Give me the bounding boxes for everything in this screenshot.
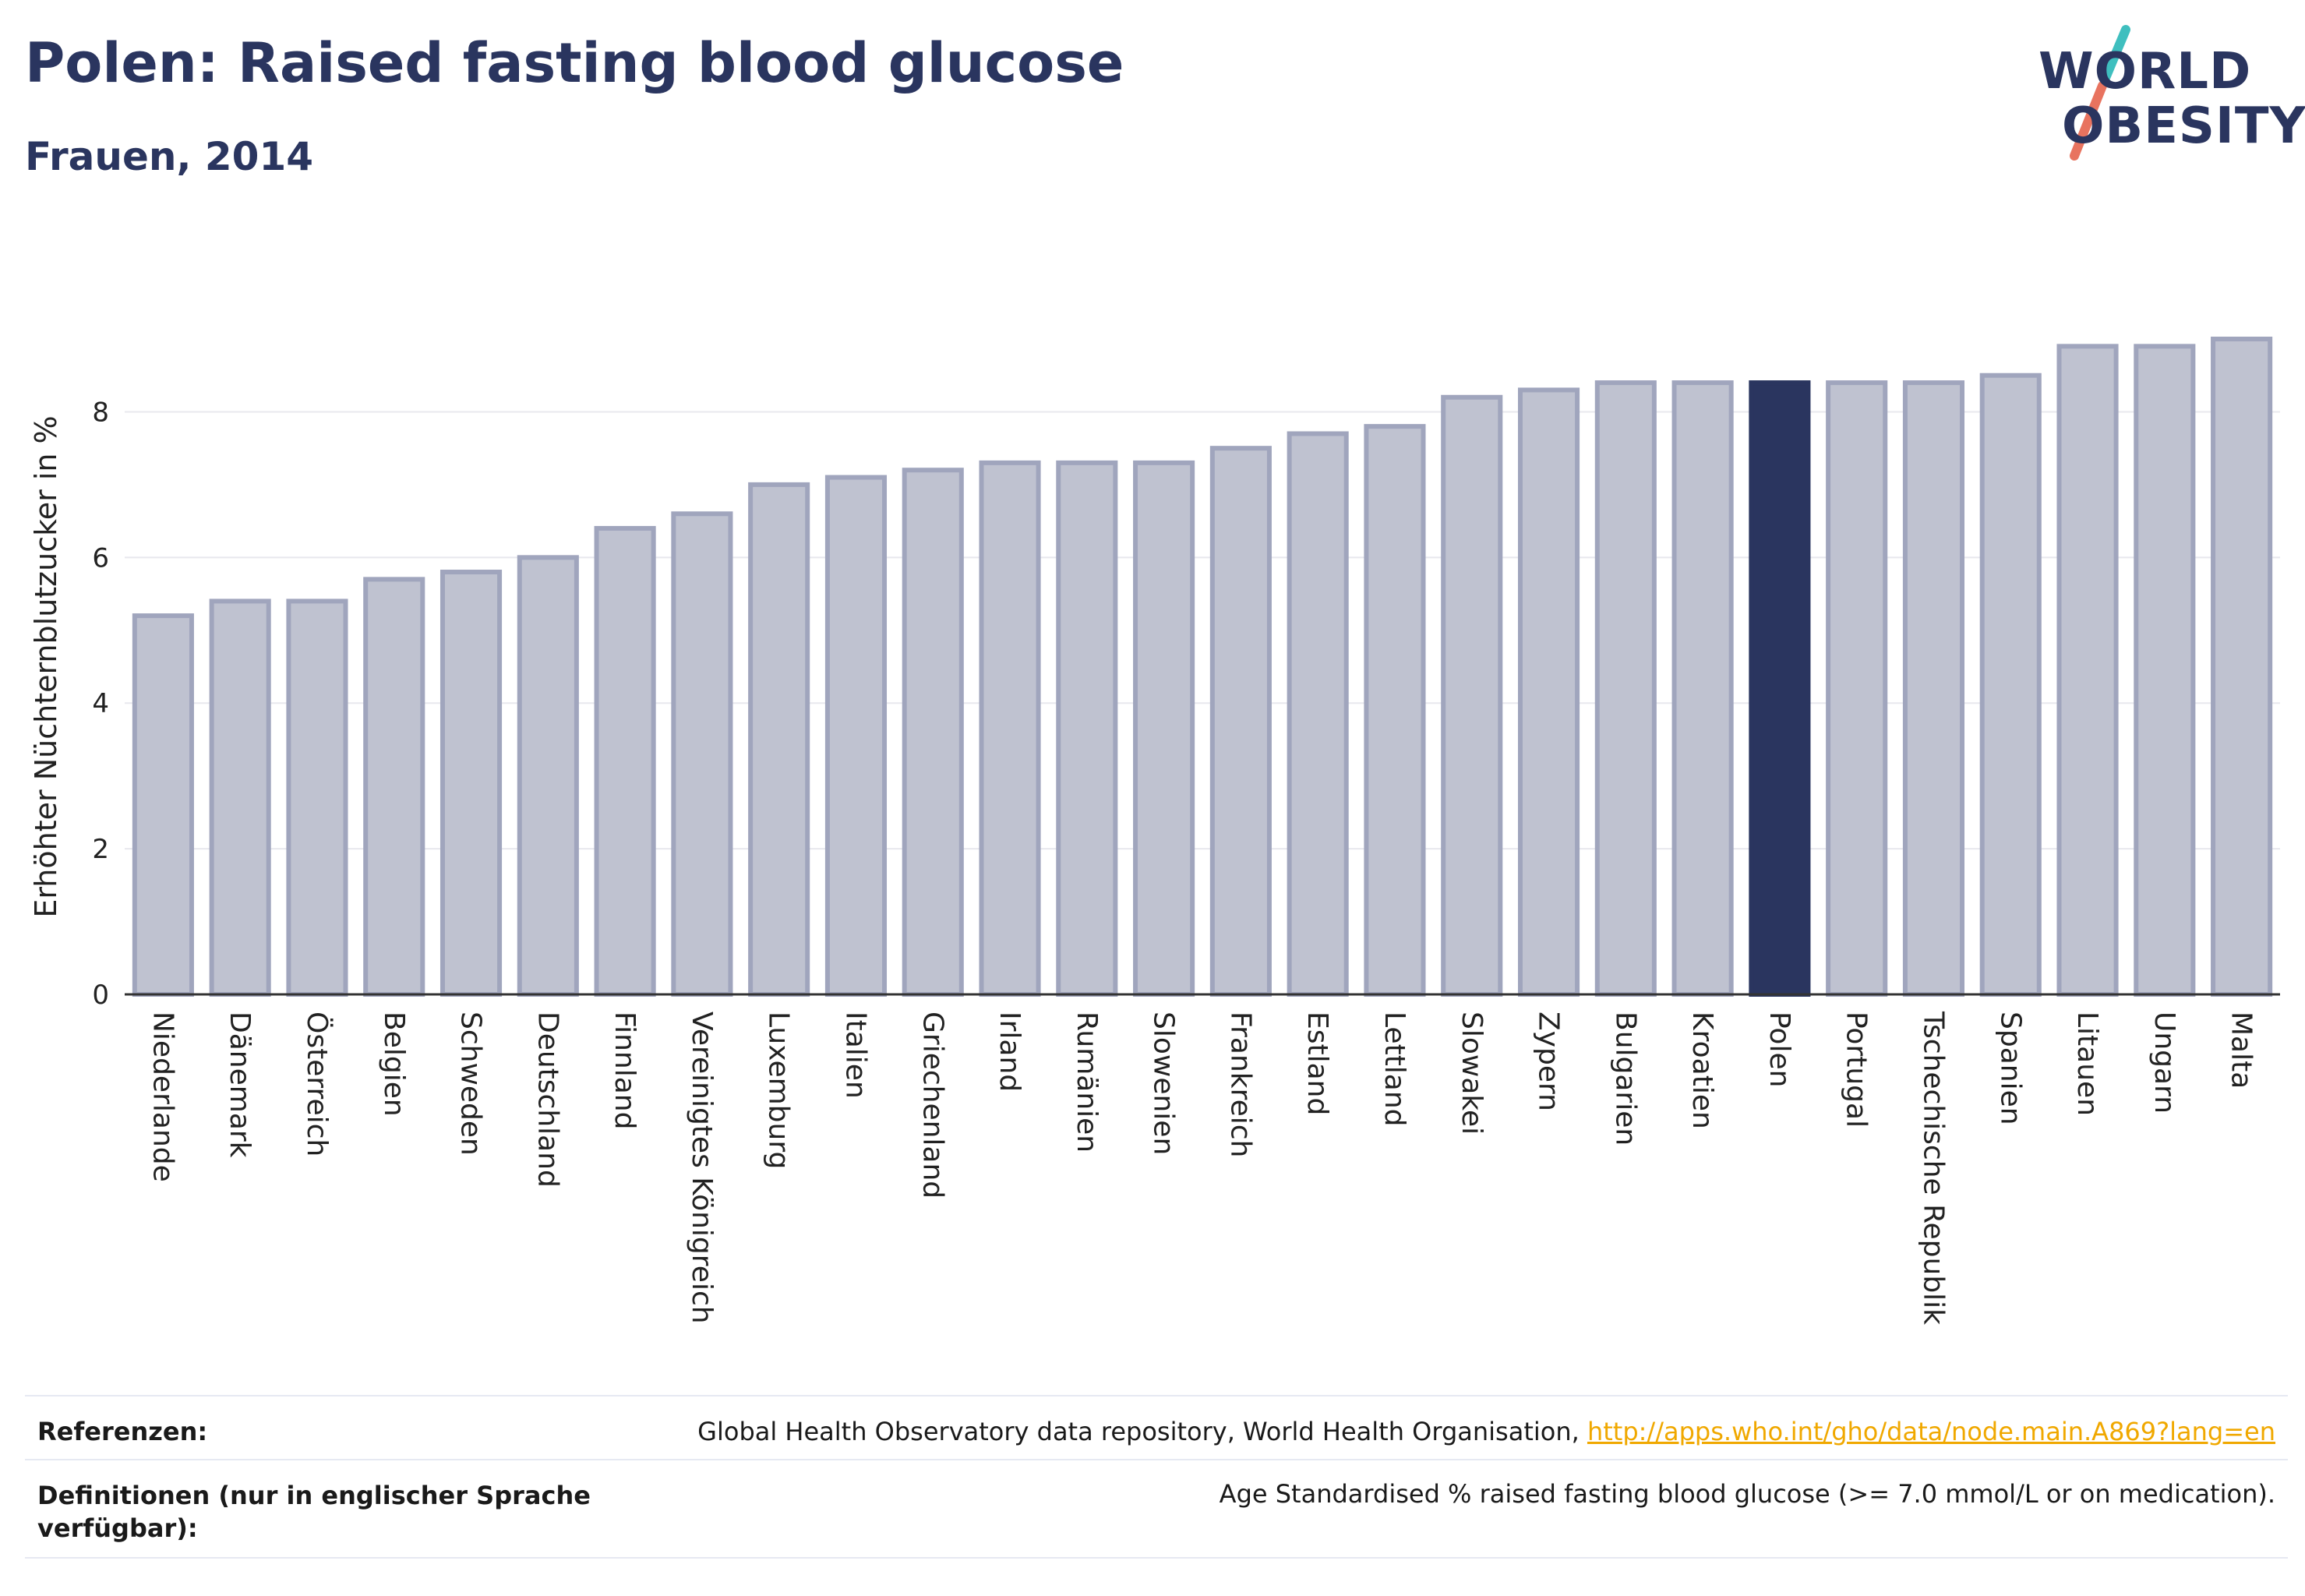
- x-tick-label: Spanien: [1994, 1012, 2026, 1125]
- y-tick-label: 8: [92, 397, 109, 428]
- x-tick-label: Deutschland: [531, 1012, 563, 1188]
- bar: [517, 555, 579, 998]
- x-tick-label: Zypern: [1533, 1012, 1565, 1111]
- references-value: Global Health Observatory data repositor…: [697, 1417, 2275, 1446]
- x-tick-label: Slowakei: [1456, 1012, 1488, 1135]
- x-tick-label: Vereinigtes Königreich: [686, 1012, 718, 1324]
- x-tick-label: Österreich: [301, 1012, 334, 1156]
- logo-slash-icon: [2070, 25, 2130, 161]
- x-tick-label: Ungarn: [2148, 1012, 2180, 1114]
- page-title: Polen: Raised fasting blood glucose: [25, 31, 1124, 95]
- x-tick-label: Italien: [839, 1012, 871, 1099]
- bar: [1902, 380, 1965, 998]
- x-tick-label: Finnland: [609, 1012, 641, 1129]
- bar: [2211, 337, 2273, 997]
- logo-word-world: WORLD: [2038, 43, 2252, 101]
- x-tick-label: Niederlande: [146, 1012, 178, 1182]
- x-tick-label: Slowenien: [1148, 1012, 1180, 1155]
- bar: [209, 598, 271, 998]
- bar: [286, 598, 348, 998]
- x-tick-label: Kroatien: [1686, 1012, 1718, 1129]
- y-axis-label: Erhöhter Nüchternblutzucker in %: [29, 415, 63, 917]
- x-tick-label: Rumänien: [1071, 1012, 1103, 1153]
- y-tick-label: 2: [92, 834, 109, 865]
- bar: [439, 570, 503, 997]
- bar: [1979, 373, 2042, 997]
- bar: [1133, 460, 1195, 998]
- x-tick-label: Polen: [1763, 1012, 1795, 1087]
- references-row: Referenzen: Global Health Observatory da…: [25, 1395, 2288, 1460]
- x-tick-label: Frankreich: [1224, 1012, 1256, 1157]
- bar: [1826, 380, 1888, 998]
- bar: [1287, 431, 1349, 997]
- bar: [594, 525, 656, 997]
- x-tick-label: Belgien: [378, 1012, 410, 1117]
- definitions-label: Definitionen (nur in englischer Sprache …: [37, 1479, 591, 1545]
- x-tick-label: Tschechische Republik: [1917, 1011, 1949, 1325]
- x-tick-label: Schweden: [455, 1012, 487, 1156]
- y-tick-label: 4: [92, 688, 109, 719]
- bar: [2056, 344, 2119, 998]
- bar: [1441, 394, 1503, 997]
- bar: [1209, 446, 1272, 997]
- bar: [824, 475, 888, 997]
- world-obesity-logo: WORLD OBESITY: [2034, 23, 2305, 164]
- bar: [1671, 380, 1734, 998]
- bar: [363, 577, 425, 997]
- x-tick-label: Estland: [1301, 1012, 1333, 1115]
- x-tick-label: Dänemark: [224, 1012, 256, 1158]
- definitions-label-line1: Definitionen (nur in englischer Sprache: [37, 1481, 591, 1510]
- y-tick-label: 6: [92, 542, 109, 574]
- references-link[interactable]: http://apps.who.int/gho/data/node.main.A…: [1587, 1417, 2275, 1446]
- bar: [902, 468, 964, 997]
- bar: [132, 613, 194, 997]
- bar: [1594, 380, 1657, 998]
- y-tick-label: 0: [92, 980, 109, 1011]
- x-tick-label: Irland: [994, 1012, 1025, 1092]
- x-tick-label: Griechenland: [916, 1012, 948, 1199]
- logo-word-obesity: OBESITY: [2062, 97, 2305, 155]
- x-tick-label: Luxemburg: [763, 1012, 795, 1169]
- bar: [979, 460, 1041, 998]
- bar-highlight: [1749, 380, 1811, 998]
- x-tick-label: Malta: [2226, 1012, 2257, 1089]
- bar: [1056, 460, 1118, 998]
- bar: [671, 511, 733, 997]
- definitions-value: Age Standardised % raised fasting blood …: [1219, 1479, 2275, 1509]
- bar: [2134, 344, 2196, 998]
- references-label: Referenzen:: [37, 1417, 208, 1446]
- bar: [1517, 387, 1580, 997]
- definitions-row: Definitionen (nur in englischer Sprache …: [25, 1459, 2288, 1559]
- x-tick-label: Litauen: [2071, 1012, 2103, 1116]
- bar: [748, 482, 810, 997]
- references-text: Global Health Observatory data repositor…: [697, 1417, 1587, 1446]
- x-tick-label: Bulgarien: [1609, 1012, 1641, 1146]
- bar-chart: 0 2 4 6 8 Erhöhter Nüchternblutzucker in % Nie…: [29, 337, 2280, 1325]
- definitions-label-line2: verfügbar):: [37, 1513, 198, 1543]
- bar: [1364, 424, 1426, 997]
- x-tick-label: Portugal: [1841, 1012, 1873, 1128]
- x-tick-label: Lettland: [1378, 1012, 1410, 1127]
- page-subtitle: Frauen, 2014: [25, 134, 314, 179]
